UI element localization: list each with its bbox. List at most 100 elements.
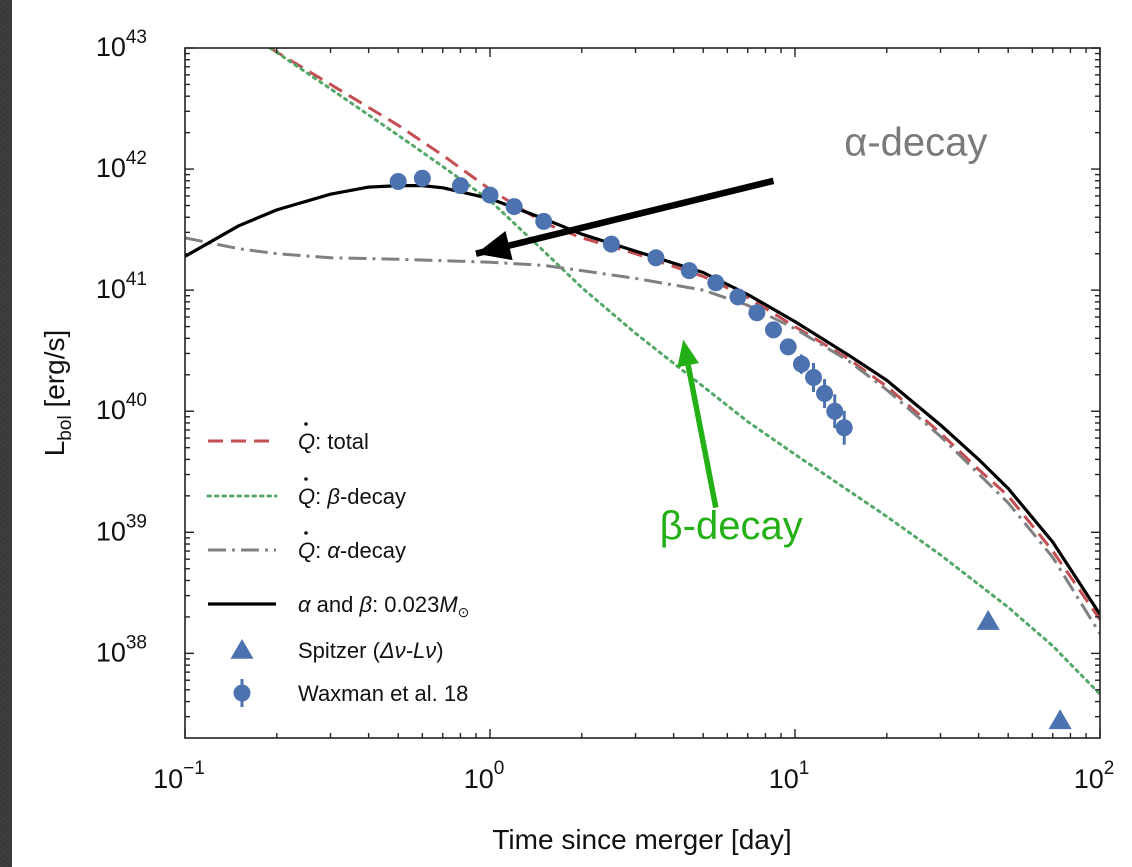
legend-label-part: Spitzer ( (298, 638, 381, 663)
y-tick-exponent: 41 (126, 269, 147, 290)
data-point-waxman (779, 338, 797, 356)
data-point-waxman (451, 177, 469, 195)
legend-label-part: M (439, 592, 458, 617)
legend-handle-spitzer (230, 639, 254, 659)
x-tick-base: 10 (464, 764, 494, 794)
y-tick-exponent: 43 (126, 27, 147, 48)
legend-label-part: : 0.023 (372, 592, 439, 617)
legend-label-part: -decay (340, 484, 406, 509)
legend-label-combined: α and β: 0.023M⊙ (298, 592, 469, 620)
legend-label-part: -decay (340, 538, 406, 563)
data-point-waxman (729, 288, 747, 306)
y-tick-exponent: 38 (126, 632, 147, 653)
data-point-waxman (535, 212, 553, 230)
data-point-waxman (835, 419, 853, 437)
y-axis-title-rest: [erg/s] (39, 330, 70, 416)
x-tick-exponent: 1 (799, 758, 810, 779)
legend-label-alpha: Q: α-decay (298, 538, 406, 563)
data-point-waxman (816, 385, 834, 403)
y-tick-label: 1043 (96, 27, 147, 62)
y-tick-exponent: 42 (126, 148, 147, 169)
legend-dot-accent (304, 531, 308, 535)
legend-label-part: Q (298, 538, 315, 563)
legend-label-part: Q (298, 429, 315, 454)
y-tick-base: 10 (96, 32, 126, 62)
y-axis-title-sub: bol (55, 415, 76, 440)
y-tick-base: 10 (96, 153, 126, 183)
data-point-waxman (680, 262, 698, 280)
data-point-waxman (505, 198, 523, 216)
data-point-spitzer (976, 610, 1000, 630)
legend-dot-accent (304, 477, 308, 481)
series-line-total (269, 48, 1100, 621)
x-tick-base: 10 (1074, 764, 1104, 794)
x-tick-base: 10 (153, 764, 183, 794)
legend-handle-waxman (233, 684, 251, 702)
legend-label-spitzer: Spitzer (Δν-Lν) (298, 638, 444, 663)
y-tick-label: 1041 (96, 269, 147, 304)
data-point-spitzer (1048, 709, 1072, 730)
legend-label-part: ) (436, 638, 443, 663)
x-tick-label: 102 (1074, 758, 1115, 794)
figure-panel: 10−1 100 101 102 1038 1039 1040 1041 1042 1043 α-… (12, 0, 1132, 867)
x-tick-exponent: −1 (183, 758, 205, 779)
legend-dot-accent (304, 422, 308, 426)
legend-label-part: α (327, 538, 341, 563)
y-tick-base: 10 (96, 274, 126, 304)
y-tick-exponent: 39 (126, 511, 147, 532)
data-point-waxman (764, 321, 782, 339)
legend-label-part: α (298, 592, 312, 617)
data-point-waxman (748, 304, 766, 322)
legend-label-part: Δν-Lν (379, 638, 436, 663)
y-tick-label: 1039 (96, 511, 147, 546)
legend-label-part: Q (298, 484, 315, 509)
x-tick-label: 101 (769, 758, 810, 794)
data-point-waxman (481, 186, 499, 204)
alpha-decay-arrow-head (476, 231, 513, 261)
series-line-alpha (185, 236, 1100, 635)
legend-label-part: : (315, 538, 327, 563)
legend-label-part: β (326, 484, 340, 509)
legend-label-waxman: Waxman et al. 18 (298, 681, 468, 706)
x-tick-exponent: 0 (494, 758, 505, 779)
alpha-decay-annotation: α-decay (844, 120, 987, 164)
y-tick-exponent: 40 (126, 390, 147, 411)
x-tick-label: 100 (464, 758, 505, 794)
y-axis-title: Lbol [erg/s] (39, 330, 76, 457)
y-tick-base: 10 (96, 516, 126, 546)
y-tick-label: 1040 (96, 390, 147, 425)
beta-decay-arrow-shaft (685, 364, 719, 509)
data-point-waxman (707, 274, 725, 292)
legend-label-part: : (315, 484, 327, 509)
y-tick-label: 1042 (96, 148, 147, 183)
x-axis-title: Time since merger [day] (492, 824, 791, 855)
y-tick-base: 10 (96, 637, 126, 667)
data-point-waxman (805, 368, 823, 386)
legend-label-part: and (311, 592, 360, 617)
legend-label-total: Q: total (298, 429, 369, 454)
y-tick-label: 1038 (96, 632, 147, 667)
data-point-waxman (826, 402, 844, 420)
y-axis-title-main: L (39, 441, 70, 457)
x-tick-base: 10 (769, 764, 799, 794)
data-point-waxman (602, 235, 620, 253)
plot-frame (184, 47, 1101, 739)
series-line-beta (268, 48, 1100, 696)
x-tick-exponent: 2 (1104, 758, 1115, 779)
legend-label-part: : total (315, 429, 369, 454)
beta-decay-annotation: β-decay (660, 504, 803, 548)
data-point-waxman (792, 355, 810, 373)
data-point-waxman (413, 169, 431, 187)
y-tick-base: 10 (96, 395, 126, 425)
legend-label-part: ⊙ (458, 604, 470, 620)
alpha-decay-arrow-shaft (475, 177, 775, 257)
data-point-waxman (647, 249, 665, 267)
beta-decay-arrow-head (677, 339, 699, 368)
x-tick-label: 10−1 (153, 758, 205, 794)
legend-label-part: β (358, 592, 372, 617)
legend-label-beta: Q: β-decay (298, 484, 406, 509)
legend-label-part: Waxman et al. 18 (298, 681, 468, 706)
data-point-waxman (389, 172, 407, 190)
